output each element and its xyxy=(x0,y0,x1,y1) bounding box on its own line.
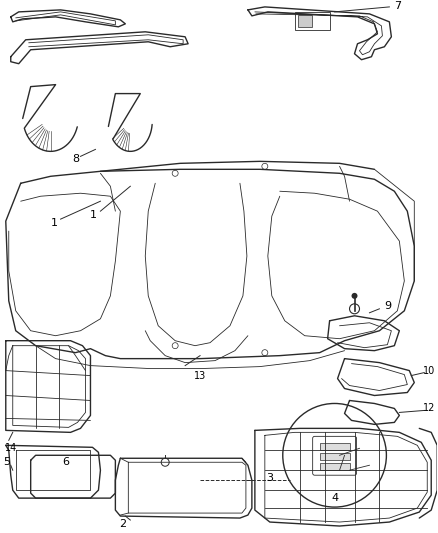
Bar xyxy=(298,15,312,27)
Text: 10: 10 xyxy=(423,366,435,376)
Circle shape xyxy=(352,293,357,299)
Text: 2: 2 xyxy=(119,519,126,529)
Bar xyxy=(320,453,350,461)
Text: 7: 7 xyxy=(394,1,401,11)
Text: 14: 14 xyxy=(5,443,17,453)
Text: 13: 13 xyxy=(194,370,206,381)
Text: 8: 8 xyxy=(72,155,79,164)
FancyBboxPatch shape xyxy=(313,437,357,475)
Bar xyxy=(295,12,330,30)
Text: 1: 1 xyxy=(51,218,58,228)
Bar xyxy=(320,463,350,470)
Bar xyxy=(320,443,350,450)
Text: 4: 4 xyxy=(331,493,338,503)
Text: 3: 3 xyxy=(266,473,273,483)
Text: 5: 5 xyxy=(3,457,10,467)
Text: 9: 9 xyxy=(384,301,391,311)
Circle shape xyxy=(283,403,386,507)
Text: 12: 12 xyxy=(423,403,435,414)
Text: 6: 6 xyxy=(62,457,69,467)
Text: 1: 1 xyxy=(90,210,97,220)
